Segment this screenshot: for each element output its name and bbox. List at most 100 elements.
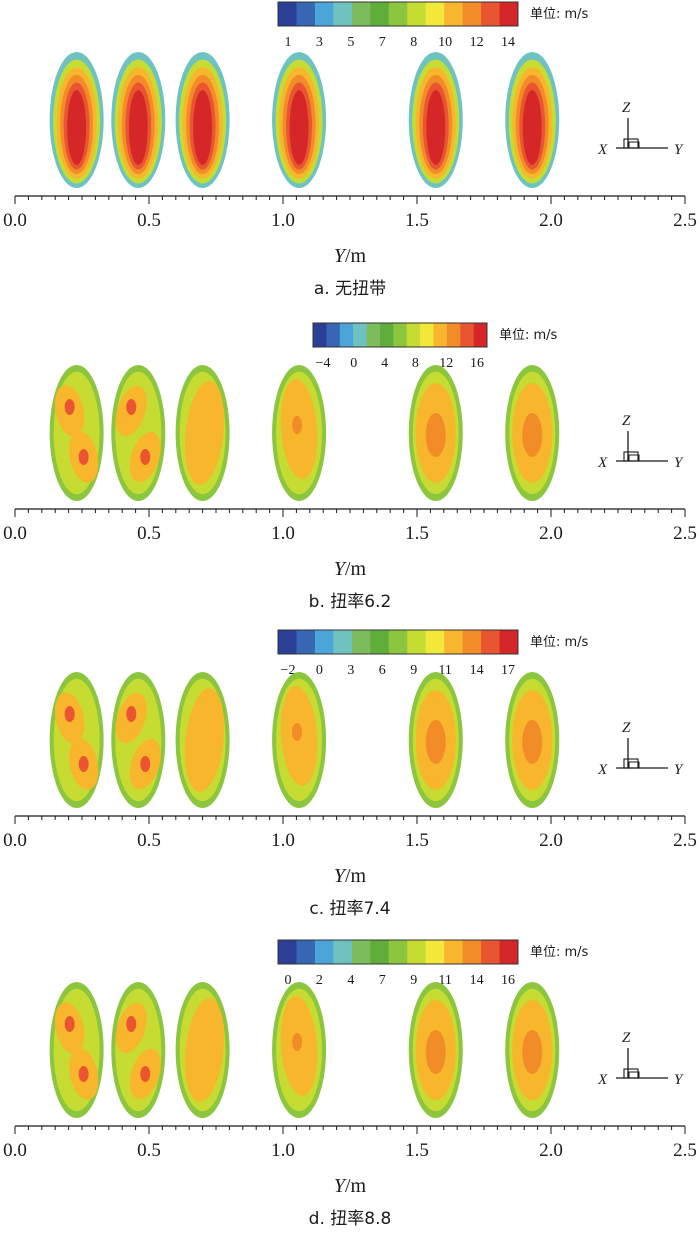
colorbar-frame [277,1,519,27]
colorbar-swatch [433,323,448,347]
colorbar-tick-label: 14 [501,35,515,50]
colorbar-swatch [370,940,390,964]
colorbar-swatch [499,630,519,654]
colorbar-swatch [460,323,474,347]
colorbar-swatch [278,2,297,26]
triad-x-label: X [597,142,608,158]
colorbar-tick-label: 4 [381,356,388,371]
colorbar-swatch [388,630,408,654]
velocity-contour-ellipse [505,52,560,188]
velocity-contour-ellipse [49,982,104,1118]
x-tick-label: 0.0 [3,523,27,544]
colorbar-tick-label: 10 [438,35,452,50]
contour-band [184,381,225,485]
contour-core [292,723,303,741]
colorbar-tick-label: 3 [347,663,354,678]
colorbar-tick-label: 3 [316,35,323,50]
triad-x-label: X [597,455,608,471]
colorbar: −4 0 4 8 12 16 单位: m/s [312,322,558,371]
unit-label: 单位: m/s [499,328,558,343]
contour-core [64,1016,75,1032]
x-tick-label: 0.5 [137,210,161,231]
x-tick-label: 2.5 [673,1140,697,1161]
colorbar-swatch [351,2,371,26]
velocity-contour-ellipse [175,672,230,808]
colorbar-swatch [420,323,434,347]
colorbar-swatch [388,2,408,26]
contour-core [126,399,137,415]
contour-band [289,90,309,165]
contour-core [292,1033,303,1051]
colorbar-tick-label: 6 [379,663,386,678]
contour-band [522,90,542,165]
colorbar-swatch [444,940,463,964]
colorbar-swatch [499,940,519,964]
triad-z-label: Z [622,100,631,116]
triad-x-label: X [597,762,608,778]
x-axis-label: Y/m [334,245,367,267]
colorbar-tick-label: 7 [379,35,386,50]
x-axis: 0.0 0.5 1.0 1.5 2.0 2.5 Y/m [3,815,697,887]
colorbar-swatch [351,630,371,654]
colorbar-swatch [444,630,463,654]
colorbar-swatch [326,323,341,347]
x-tick-label: 1.0 [271,210,295,231]
contour-core [292,416,303,434]
colorbar-tick-label: −4 [316,356,331,371]
colorbar-swatch [366,323,381,347]
contour-core [425,1030,446,1074]
x-tick-label: 1.0 [271,1140,295,1161]
colorbar-swatch [314,2,334,26]
contour-core [126,706,137,722]
colorbar-swatch [278,630,297,654]
velocity-contour-ellipse [111,365,166,501]
colorbar-frame [312,322,488,348]
contour-core [64,399,75,415]
contour-band [426,90,446,165]
contour-core [140,756,151,772]
velocity-contour-ellipse [408,365,463,501]
x-tick-label: 2.0 [539,523,563,544]
x-tick-label: 2.0 [539,1140,563,1161]
contour-core [64,706,75,722]
triad-y-label: Y [674,1072,684,1088]
colorbar-swatch [379,323,394,347]
velocity-contour-ellipse [111,672,166,808]
colorbar-swatch [314,630,334,654]
axis-triad-icon: Z X Y [597,100,684,158]
colorbar-tick-label: 9 [410,973,417,988]
velocity-contour-ellipse [408,672,463,808]
x-tick-label: 2.5 [673,523,697,544]
colorbar: 1 3 5 7 8 10 12 14 单位: m/s [277,1,589,50]
colorbar-tick-label: 0 [350,356,357,371]
unit-label: 单位: m/s [530,7,589,22]
velocity-contour-ellipse [272,982,327,1118]
contour-band [67,90,87,165]
contour-core [522,720,543,764]
x-tick-label: 2.0 [539,830,563,851]
colorbar-tick-label: 8 [410,35,417,50]
colorbar-tick-label: 14 [470,663,484,678]
colorbar-swatch [296,2,316,26]
colorbar-tick-label: 12 [439,356,453,371]
colorbar-tick-label: 4 [347,973,354,988]
x-tick-label: 0.5 [137,830,161,851]
velocity-contour-ellipse [111,52,166,188]
x-axis: 0.0 0.5 1.0 1.5 2.0 2.5 Y/m [3,508,697,580]
colorbar-swatch [481,630,500,654]
panel-caption: c. 扭率7.4 [309,899,390,919]
colorbar-swatch [425,940,445,964]
triad-z-label: Z [622,720,631,736]
colorbar-tick-label: 9 [410,663,417,678]
panel-caption: d. 扭率8.8 [309,1209,392,1229]
colorbar-swatch [473,323,488,347]
colorbar-swatch [339,323,354,347]
colorbar-swatch [278,940,297,964]
velocity-contour-ellipse [505,982,560,1118]
colorbar-tick-label: 0 [316,663,323,678]
x-tick-label: 1.5 [405,830,429,851]
contour-core [140,449,151,465]
x-tick-label: 0.0 [3,1140,27,1161]
